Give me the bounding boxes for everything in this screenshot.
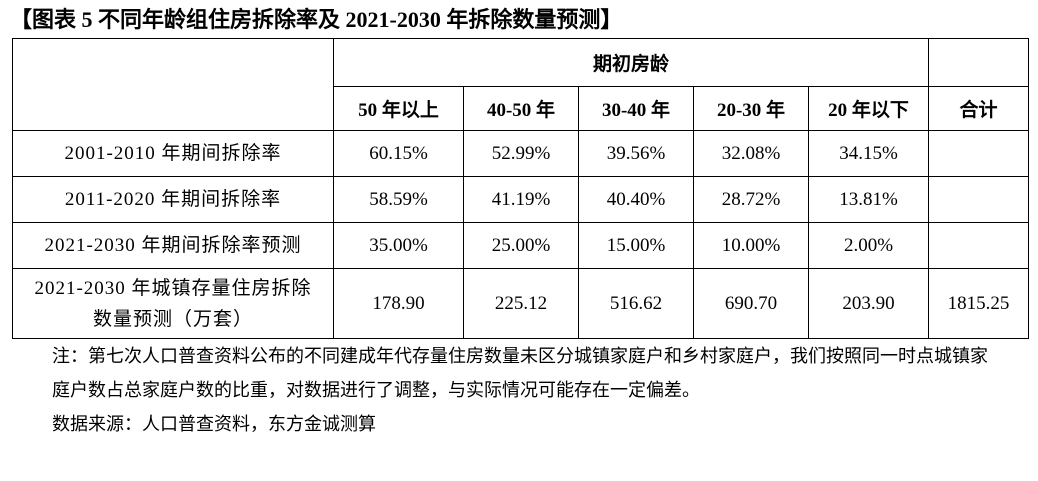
row-label: 2021-2030 年城镇存量住房拆除数量预测（万套）	[12, 268, 334, 339]
cell: 13.81%	[808, 176, 929, 223]
column-header: 合计	[928, 86, 1029, 131]
cell: 39.56%	[578, 130, 694, 177]
cell: 178.90	[333, 268, 464, 339]
corner-cell	[12, 38, 334, 131]
cell: 60.15%	[333, 130, 464, 177]
column-header: 50 年以上	[333, 86, 464, 131]
cell: 25.00%	[463, 222, 579, 269]
cell: 225.12	[463, 268, 579, 339]
cell: 15.00%	[578, 222, 694, 269]
column-header: 20-30 年	[693, 86, 809, 131]
cell: 34.15%	[808, 130, 929, 177]
header-row: 50 年以上 40-50 年 30-40 年 20-30 年 20 年以下 合计	[13, 86, 1029, 131]
total-cell: 1815.25	[928, 268, 1029, 339]
column-header: 20 年以下	[808, 86, 929, 131]
data-row: 2021-2030 年城镇存量住房拆除数量预测（万套） 178.90 225.12 5…	[12, 268, 1029, 339]
cell: 690.70	[693, 268, 809, 339]
cell: 58.59%	[333, 176, 464, 223]
cell: 40.40%	[578, 176, 694, 223]
empty-cell	[928, 38, 1029, 87]
cell: 203.90	[808, 268, 929, 339]
row-label: 2001-2010 年期间拆除率	[12, 130, 334, 177]
cell: 32.08%	[693, 130, 809, 177]
cell: 35.00%	[333, 222, 464, 269]
empty-cell	[928, 176, 1029, 223]
column-header: 30-40 年	[578, 86, 694, 131]
data-table: 期初房龄 50 年以上 40-50 年 30-40 年 20-30 年 20 年以下 合计…	[12, 38, 1029, 339]
note-text: 注：第七次人口普查资料公布的不同建成年代存量住房数量未区分城镇家庭户和乡村家庭户…	[52, 346, 988, 401]
group-header: 期初房龄	[333, 38, 929, 87]
header-row: 期初房龄	[12, 38, 1029, 131]
cell: 52.99%	[463, 130, 579, 177]
table-title: 【图表 5 不同年龄组住房拆除率及 2021-2030 年拆除数量预测】	[10, 7, 623, 32]
empty-cell	[928, 130, 1029, 177]
notes: 注：第七次人口普查资料公布的不同建成年代存量住房数量未区分城镇家庭户和乡村家庭户…	[52, 340, 1002, 442]
cell: 2.00%	[808, 222, 929, 269]
data-row: 2021-2030 年期间拆除率预测 35.00% 25.00% 15.00% 10.0…	[12, 222, 1029, 269]
empty-cell	[928, 222, 1029, 269]
column-header: 40-50 年	[463, 86, 579, 131]
cell: 10.00%	[693, 222, 809, 269]
cell: 41.19%	[463, 176, 579, 223]
row-label: 2021-2030 年期间拆除率预测	[12, 222, 334, 269]
cell: 516.62	[578, 268, 694, 339]
source-text: 数据来源：人口普查资料，东方金诚测算	[52, 414, 376, 435]
data-row: 2001-2010 年期间拆除率 60.15% 52.99% 39.56% 32.08%…	[12, 130, 1029, 177]
data-row: 2011-2020 年期间拆除率 58.59% 41.19% 40.40% 28.72%…	[12, 176, 1029, 223]
row-label: 2011-2020 年期间拆除率	[12, 176, 334, 223]
cell: 28.72%	[693, 176, 809, 223]
